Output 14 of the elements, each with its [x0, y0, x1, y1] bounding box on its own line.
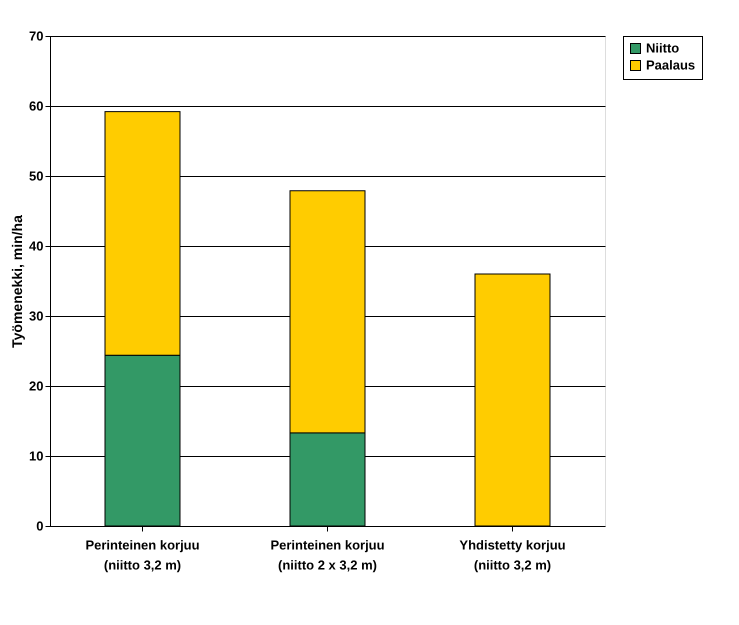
y-tick-label: 10 [29, 448, 44, 464]
y-tick-label: 60 [29, 98, 44, 114]
y-tick-label: 30 [29, 308, 44, 324]
y-tick-label: 20 [29, 378, 44, 394]
legend-label: Niitto [646, 40, 680, 56]
x-tick-label: Yhdistetty korjuu (niitto 3,2 m) [459, 538, 566, 572]
x-tick-label: Perinteinen korjuu (niitto 3,2 m) [85, 538, 200, 572]
y-tick-label: 0 [36, 518, 44, 534]
x-tick-label: Perinteinen korjuu (niitto 2 x 3,2 m) [270, 538, 385, 572]
legend-label: Paalaus [646, 58, 696, 72]
y-tick-label: 40 [29, 238, 44, 254]
y-tick-label: 70 [29, 28, 44, 44]
y-tick-label: 50 [29, 168, 44, 184]
y-axis-title: Työmenekki, min/ha [9, 214, 26, 348]
